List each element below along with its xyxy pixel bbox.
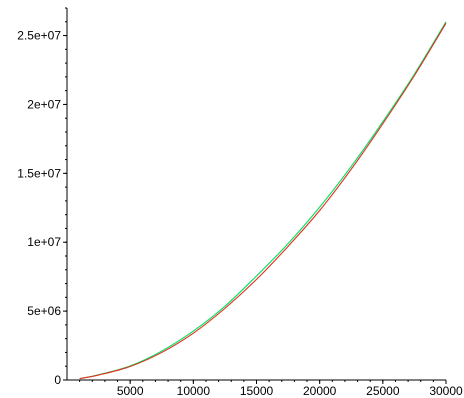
series-line-1 [79,21,447,380]
y-tick-label: 1.5e+07 [17,166,61,180]
y-tick-label: 2.5e+07 [17,29,61,43]
y-tick-label: 1e+07 [27,235,61,249]
x-tick-label: 25000 [366,384,400,398]
series-line-2 [79,22,447,380]
x-tick-label: 15000 [240,384,274,398]
x-axis-ticks: 5000 10000 15000 20000 25000 30000 [79,380,463,398]
x-tick-label: 10000 [177,384,211,398]
series-lines [79,21,447,380]
y-tick-label: 0 [54,373,61,387]
y-axis-ticks: 0 5e+06 1e+07 1.5e+07 2e+07 2.5e+07 [17,7,67,387]
axes [66,8,446,381]
x-tick-label: 30000 [429,384,463,398]
x-tick-label: 20000 [303,384,337,398]
x-tick-label: 5000 [117,384,144,398]
y-tick-label: 5e+06 [27,304,61,318]
y-tick-label: 2e+07 [27,97,61,111]
